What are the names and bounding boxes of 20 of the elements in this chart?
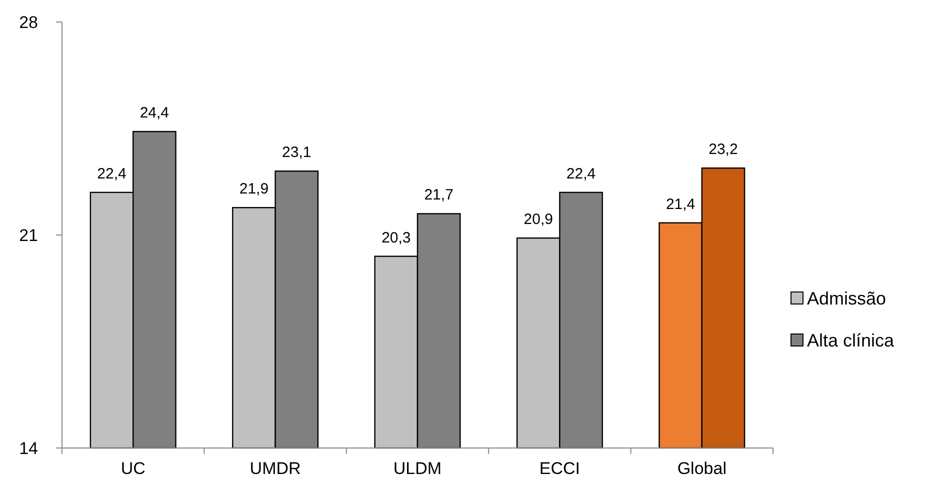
data-label: 24,4 xyxy=(140,104,170,122)
x-tick-label: ULDM xyxy=(393,459,442,478)
y-tick-label: 21 xyxy=(19,226,38,245)
x-tick-label: UC xyxy=(120,459,146,478)
data-label: 22,4 xyxy=(97,165,126,182)
data-label: 21,4 xyxy=(666,196,696,213)
data-label: 20,9 xyxy=(524,211,553,228)
legend-label: Admissão xyxy=(807,288,886,308)
data-label: 20,3 xyxy=(382,229,411,246)
data-label: 23,2 xyxy=(708,141,738,158)
y-tick-label: 14 xyxy=(19,438,38,458)
data-label: 21,7 xyxy=(424,186,454,204)
data-label: 22,4 xyxy=(566,165,596,182)
x-tick-label: UMDR xyxy=(250,459,301,478)
y-tick-label: 28 xyxy=(19,12,38,32)
x-tick-label: Global xyxy=(677,459,726,478)
legend-label: Alta clínica xyxy=(807,330,896,350)
x-tick-label: ECCI xyxy=(539,459,580,478)
data-label: 23,1 xyxy=(282,144,312,162)
data-label: 21,9 xyxy=(239,180,269,198)
